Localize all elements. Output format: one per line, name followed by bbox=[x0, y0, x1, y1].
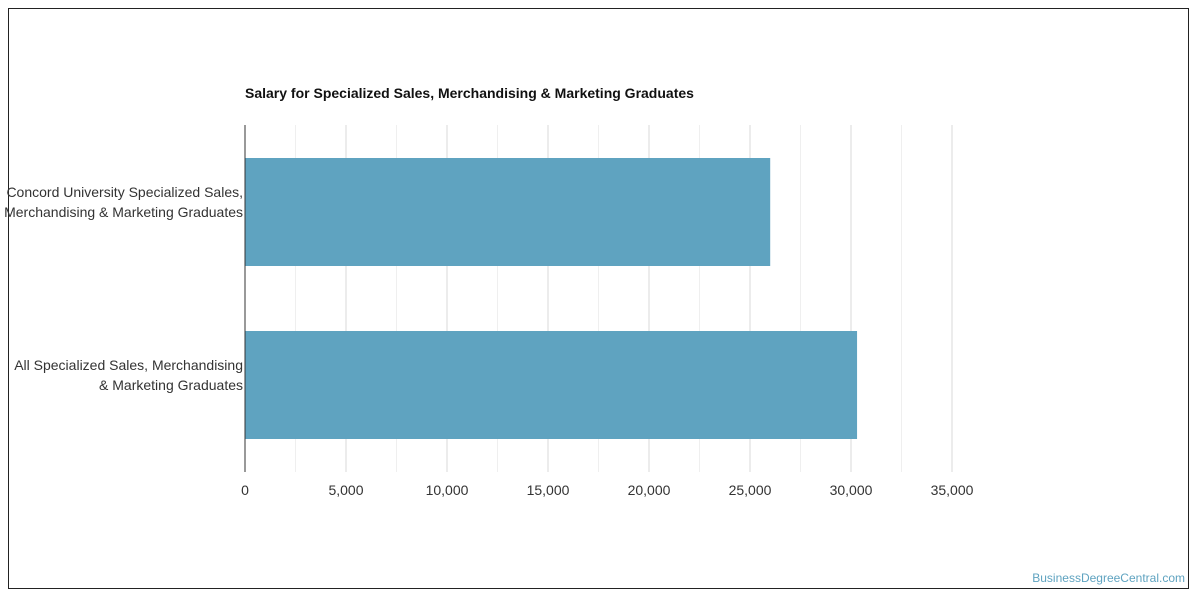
bar[interactable] bbox=[245, 331, 858, 439]
x-tick-label: 0 bbox=[241, 482, 249, 498]
category-label: Concord University Specialized Sales, Me… bbox=[4, 184, 243, 220]
x-tick-label: 35,000 bbox=[931, 482, 974, 498]
bar[interactable] bbox=[245, 158, 771, 266]
x-tick-label: 25,000 bbox=[729, 482, 772, 498]
x-tick-label: 15,000 bbox=[527, 482, 570, 498]
chart-title: Salary for Specialized Sales, Merchandis… bbox=[245, 85, 694, 101]
category-label: All Specialized Sales, Merchandising & M… bbox=[14, 357, 243, 393]
x-tick-label: 10,000 bbox=[426, 482, 469, 498]
source-credit-link[interactable]: BusinessDegreeCentral.com bbox=[1032, 571, 1185, 585]
x-tick-label: 5,000 bbox=[328, 482, 363, 498]
x-tick-label: 20,000 bbox=[628, 482, 671, 498]
x-tick-label: 30,000 bbox=[830, 482, 873, 498]
